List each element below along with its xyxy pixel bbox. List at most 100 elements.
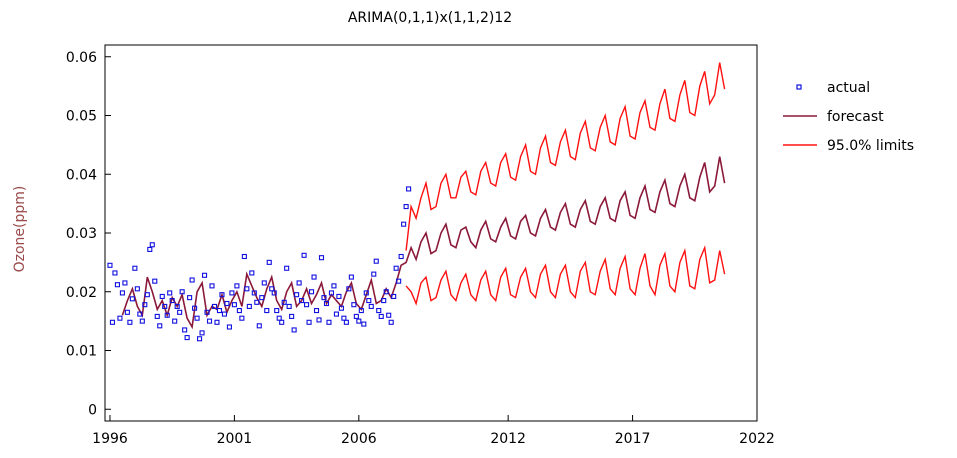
actual-point <box>363 290 369 296</box>
actual-point <box>393 265 399 271</box>
actual-point <box>204 309 210 315</box>
actual-point <box>124 309 130 315</box>
actual-point <box>279 319 285 325</box>
actual-point <box>328 290 335 296</box>
actual-point <box>281 299 287 305</box>
actual-point <box>391 293 397 300</box>
actual-point <box>164 312 170 318</box>
actual-point <box>189 277 195 283</box>
actual-point <box>249 270 255 276</box>
actual-point <box>229 290 235 296</box>
chart-title: ARIMA(0,1,1)x(1,1,2)12 <box>348 10 512 26</box>
actual-point <box>192 305 198 311</box>
actual-point <box>142 302 148 308</box>
actual-point <box>356 318 362 324</box>
legend-label: forecast <box>827 109 884 125</box>
actual-point <box>388 319 394 325</box>
actual-point <box>211 303 218 309</box>
actual-point <box>187 295 193 301</box>
actual-point <box>241 253 247 260</box>
actual-point <box>353 313 359 319</box>
actual-point <box>224 300 230 307</box>
actual-point <box>147 246 153 252</box>
x-tick-label: 2012 <box>490 431 526 447</box>
actual-point <box>381 298 387 304</box>
actual-point <box>401 221 407 227</box>
x-tick-label: 2017 <box>615 431 651 447</box>
actual-point <box>172 318 178 324</box>
actual-point <box>296 280 302 286</box>
actual-point <box>254 299 260 305</box>
actual-point <box>348 274 354 280</box>
actual-point <box>271 290 277 296</box>
actual-point <box>139 318 145 324</box>
actual-point <box>206 318 213 324</box>
actual-point <box>231 302 237 308</box>
actual-point <box>366 298 372 304</box>
actual-point <box>221 311 228 317</box>
actual-point <box>162 303 168 309</box>
actual-point <box>112 270 118 276</box>
actual-point <box>201 272 208 278</box>
actual-point <box>182 327 188 333</box>
actual-point <box>371 271 377 277</box>
actual-point <box>343 319 349 325</box>
y-tick-label: 0.01 <box>66 344 97 360</box>
actual-point <box>313 307 320 314</box>
actual-point <box>289 313 295 319</box>
actual-point <box>274 307 280 314</box>
y-axis: 0 0.01 0.02 0.03 0.04 0.05 0.06 <box>66 50 111 418</box>
actual-point <box>304 302 310 308</box>
actual-point <box>152 278 158 284</box>
actual-point <box>286 303 292 309</box>
actual-point <box>256 323 262 329</box>
actual-point <box>378 313 384 319</box>
actual-point <box>194 315 200 321</box>
actual-point <box>129 296 135 302</box>
actual-point <box>333 311 339 317</box>
actual-point <box>301 252 307 258</box>
actual-point <box>308 289 315 295</box>
actual-point <box>107 262 113 268</box>
x-tick-label: 1996 <box>92 431 128 447</box>
series-layer <box>107 62 726 342</box>
actual-point <box>177 309 183 315</box>
actual-point <box>346 286 352 292</box>
actual-point <box>109 319 116 325</box>
actual-point <box>306 319 312 325</box>
actual-point <box>134 286 140 292</box>
actual-point <box>219 292 225 298</box>
actual-point <box>226 324 232 330</box>
actual-point <box>386 312 392 318</box>
actual-point <box>149 242 155 248</box>
actual-point <box>261 280 267 286</box>
actual-point <box>376 307 382 314</box>
actual-point <box>403 204 409 210</box>
actual-point <box>259 295 265 301</box>
actual-point <box>396 278 402 284</box>
actual-point <box>284 265 290 271</box>
actual-point <box>266 259 272 265</box>
actual-point <box>294 292 300 298</box>
actual-point <box>323 300 330 307</box>
actual-point <box>361 321 367 327</box>
actual-point <box>398 253 404 260</box>
legend: actual forecast 95.0% limits <box>783 80 914 154</box>
actual-point <box>251 290 257 296</box>
actual-point <box>291 327 297 333</box>
actual-point <box>167 290 173 296</box>
actual-point <box>174 303 180 309</box>
actual-point <box>383 289 389 295</box>
actual-point <box>137 311 143 317</box>
actual-point <box>179 289 185 295</box>
upper-limit-line <box>405 62 726 251</box>
actual-point <box>331 283 337 289</box>
actual-point <box>318 255 325 261</box>
x-tick-label: 2022 <box>739 431 775 447</box>
actual-point <box>114 282 120 288</box>
actual-point <box>406 186 412 192</box>
actual-point <box>264 307 270 314</box>
actual-point <box>119 290 125 296</box>
x-tick-label: 2001 <box>217 431 253 447</box>
